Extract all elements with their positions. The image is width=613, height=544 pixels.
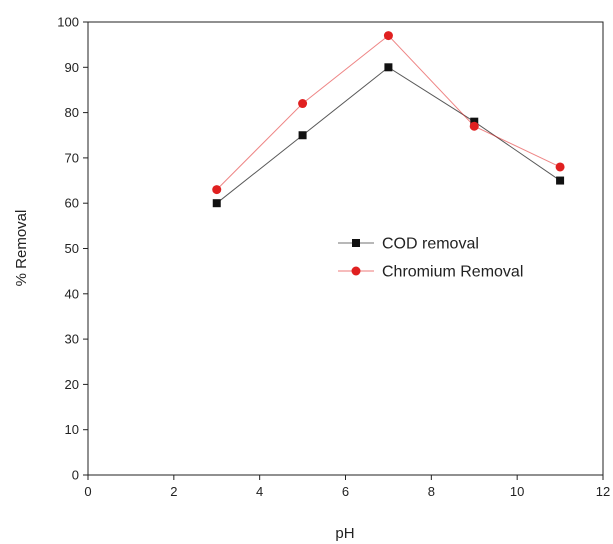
x-tick-label: 6: [342, 484, 349, 499]
tick-marks: [83, 21, 604, 480]
legend-marker: [351, 266, 361, 276]
legend: COD removal Chromium Removal: [338, 236, 523, 281]
data-point: [470, 117, 479, 126]
y-tick-label: 90: [65, 60, 79, 75]
x-tick-label: 12: [596, 484, 610, 499]
x-tick-label: 0: [84, 484, 91, 499]
x-tick-label: 2: [170, 484, 177, 499]
legend-entry: Chromium Removal: [338, 264, 523, 281]
data-point: [298, 99, 308, 109]
y-tick-label: 20: [65, 377, 79, 392]
y-tick-label: 50: [65, 241, 79, 256]
y-axis-title: % Removal: [13, 210, 30, 287]
data-point: [298, 131, 307, 140]
data-point: [383, 31, 393, 41]
data-point: [469, 121, 479, 131]
series-layer: [212, 31, 565, 208]
y-tick-label: 60: [65, 196, 79, 211]
y-tick-label: 80: [65, 105, 79, 120]
data-point: [384, 63, 393, 72]
y-tick-label: 40: [65, 286, 79, 301]
legend-label: COD removal: [382, 236, 479, 253]
y-tick-label: 0: [72, 468, 79, 483]
y-tick-label: 10: [65, 422, 79, 437]
plot-frame: [87, 21, 604, 476]
tick-labels: 0 2 4 6 8 10 12 0 10 20 30 40 50 60 70 80 90 100: [57, 15, 610, 500]
legend-entry: COD removal: [338, 236, 479, 253]
series-line: [216, 34, 561, 190]
legend-marker: [352, 239, 360, 247]
y-tick-label: 100: [57, 15, 79, 30]
series-2: [212, 31, 565, 195]
data-point: [212, 199, 221, 208]
data-point: [212, 185, 222, 195]
y-tick-label: 30: [65, 332, 79, 347]
y-tick-label: 70: [65, 150, 79, 165]
series-line: [216, 66, 561, 204]
x-tick-label: 4: [256, 484, 263, 499]
x-tick-label: 10: [510, 484, 524, 499]
data-point: [555, 162, 565, 172]
x-tick-label: 8: [428, 484, 435, 499]
x-axis-title: pH: [335, 525, 354, 542]
legend-label: Chromium Removal: [382, 264, 523, 281]
series-1: [212, 63, 565, 208]
data-point: [556, 176, 565, 185]
